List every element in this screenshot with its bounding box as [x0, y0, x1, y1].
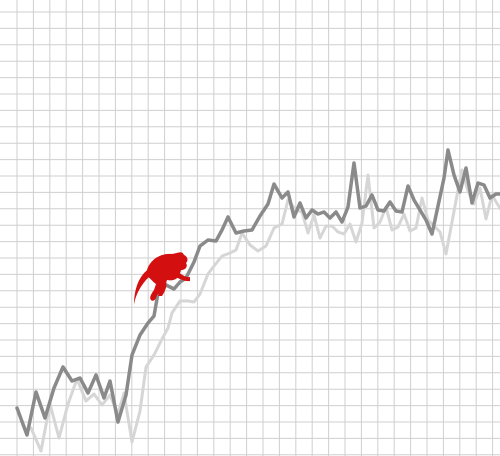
monkey-tail	[134, 268, 150, 305]
monkey-leg	[158, 279, 167, 296]
monkey-body	[147, 252, 188, 301]
monkey-arm	[172, 270, 190, 282]
monkey-icon	[134, 252, 190, 305]
primary-trend-line	[15, 148, 500, 437]
